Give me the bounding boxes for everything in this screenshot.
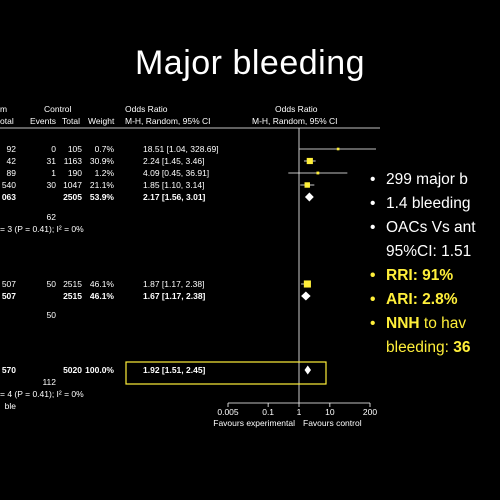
bullet-text: 1.4 bleeding — [386, 195, 471, 212]
study-point — [303, 280, 311, 288]
cell-ci-text: 4.09 [0.45, 36.91] — [143, 168, 209, 178]
study-point — [304, 182, 310, 188]
bullet-text: OACs Vs ant — [386, 219, 476, 236]
cell-total: 105 — [68, 144, 82, 154]
x-tick-label: 0.005 — [217, 407, 239, 417]
cell-ci-text: 1.85 [1.10, 3.14] — [143, 180, 204, 190]
x-label-left: Favours experimental — [213, 418, 295, 428]
cell-weight: 1.2% — [95, 168, 115, 178]
pooled-diamond — [301, 291, 311, 301]
bullet-text: NNH — [386, 315, 420, 332]
pooled-diamond — [304, 365, 312, 375]
cell-weight: 53.9% — [90, 192, 115, 202]
bullet-item: • RRI: 91% — [370, 264, 500, 288]
header-total: Total — [62, 116, 80, 126]
cell-events: 112 — [42, 377, 56, 387]
x-tick-label: 10 — [325, 407, 335, 417]
bullet-item: • OACs Vs ant — [370, 216, 500, 240]
cell-ci-text: 2.17 [1.56, 3.01] — [143, 192, 206, 202]
bullet-dot: • — [370, 219, 376, 236]
bullet-dot: • — [370, 291, 376, 308]
cell-events: 62 — [47, 212, 57, 222]
study-point — [336, 147, 340, 151]
cell-total: 1047 — [63, 180, 82, 190]
plot-area: 0.005 0.1 1 10 200 Favours experimental Favour… — [213, 128, 377, 428]
cell-frag: ble — [5, 401, 17, 411]
cell-frag: 540 — [2, 180, 16, 190]
cell-weight: 100.0% — [85, 365, 114, 375]
cell-ci-text: 2.24 [1.45, 3.46] — [143, 156, 204, 166]
bullet-text: 299 major b — [386, 171, 468, 188]
slide-title: Major bleeding — [134, 44, 366, 82]
cell-total: 2515 — [63, 291, 82, 301]
cell-total: 1163 — [64, 156, 83, 166]
cell-events: 50 — [47, 279, 57, 289]
bullet-text: ARI: 2.8% — [386, 291, 458, 308]
cell-events: 50 — [47, 310, 57, 320]
cell-ci-text: 1.87 [1.17, 2.38] — [143, 279, 204, 289]
header-study-fragment: m — [0, 104, 7, 114]
cell-frag: 063 — [2, 192, 16, 202]
study-point — [306, 157, 313, 165]
header-total-fragment: otal — [0, 116, 14, 126]
x-tick-label: 200 — [363, 407, 377, 417]
cell-total: 190 — [68, 168, 82, 178]
x-tick-label: 0.1 — [262, 407, 274, 417]
study-point — [316, 171, 320, 175]
cell-weight: 30.9% — [90, 156, 115, 166]
bullet-text: 36 — [453, 339, 471, 356]
cell-events: 31 — [47, 156, 57, 166]
pooled-diamond — [304, 192, 314, 202]
cell-frag: 570 — [2, 365, 16, 375]
bullet-list: • 299 major b • 1.4 bleeding • OACs Vs ant 95%… — [370, 168, 500, 360]
bullet-text: 95%CI: 1.51 — [386, 243, 472, 260]
cell-weight: 46.1% — [90, 279, 115, 289]
header-events: Events — [30, 116, 56, 126]
bullet-item: 95%CI: 1.51 — [370, 240, 500, 264]
x-label-right: Favours control — [303, 418, 362, 428]
cell-weight: 46.1% — [90, 291, 115, 301]
bullet-item: • NNH to hav — [370, 312, 500, 336]
bullet-dot: • — [370, 315, 376, 332]
cell-ci-text: 18.51 [1.04, 328.69] — [143, 144, 219, 154]
cell-frag: 89 — [7, 168, 17, 178]
header-weight: Weight — [88, 116, 115, 126]
cell-events: 1 — [51, 168, 56, 178]
cell-ci-text: 1.92 [1.51, 2.45] — [143, 365, 206, 375]
bullet-dot: • — [370, 267, 376, 284]
cell-total: 2505 — [63, 192, 82, 202]
bullet-item: • ARI: 2.8% — [370, 288, 500, 312]
cell-frag: 42 — [7, 156, 17, 166]
cell-frag: 507 — [2, 291, 16, 301]
cell-frag: = 3 (P = 0.41); I² = 0% — [0, 224, 84, 234]
cell-total: 2515 — [63, 279, 82, 289]
cell-frag: = 4 (P = 0.41); I² = 0% — [0, 389, 84, 399]
bullet-text: bleeding: — [386, 339, 454, 356]
bullet-text: RRI: 91% — [386, 267, 454, 284]
bullet-item: • 299 major b — [370, 168, 500, 192]
cell-ci-text: 1.67 [1.17, 2.38] — [143, 291, 206, 301]
cell-weight: 21.1% — [90, 180, 115, 190]
cell-events: 0 — [51, 144, 56, 154]
cell-weight: 0.7% — [95, 144, 115, 154]
header-or-right: Odds Ratio — [275, 104, 318, 114]
header-method-left: M-H, Random, 95% CI — [125, 116, 211, 126]
header-control: Control — [44, 104, 72, 114]
header-method-right: M-H, Random, 95% CI — [252, 116, 338, 126]
cell-total: 5020 — [63, 365, 82, 375]
cell-frag: 92 — [7, 144, 17, 154]
overall-highlight-box — [125, 361, 327, 385]
bullet-text: to hav — [419, 315, 467, 332]
header-or-left: Odds Ratio — [125, 104, 168, 114]
x-tick-label: 1 — [297, 407, 302, 417]
bullet-dot: • — [370, 195, 376, 212]
cell-frag: 507 — [2, 279, 16, 289]
bullet-item: bleeding: 36 — [370, 336, 500, 360]
cell-events: 30 — [47, 180, 57, 190]
bullet-item: • 1.4 bleeding — [370, 192, 500, 216]
bullet-dot: • — [370, 171, 376, 188]
table-rows: 92 0 105 0.7% 18.51 [1.04, 328.69] 42 31 1163 30… — [0, 144, 219, 411]
